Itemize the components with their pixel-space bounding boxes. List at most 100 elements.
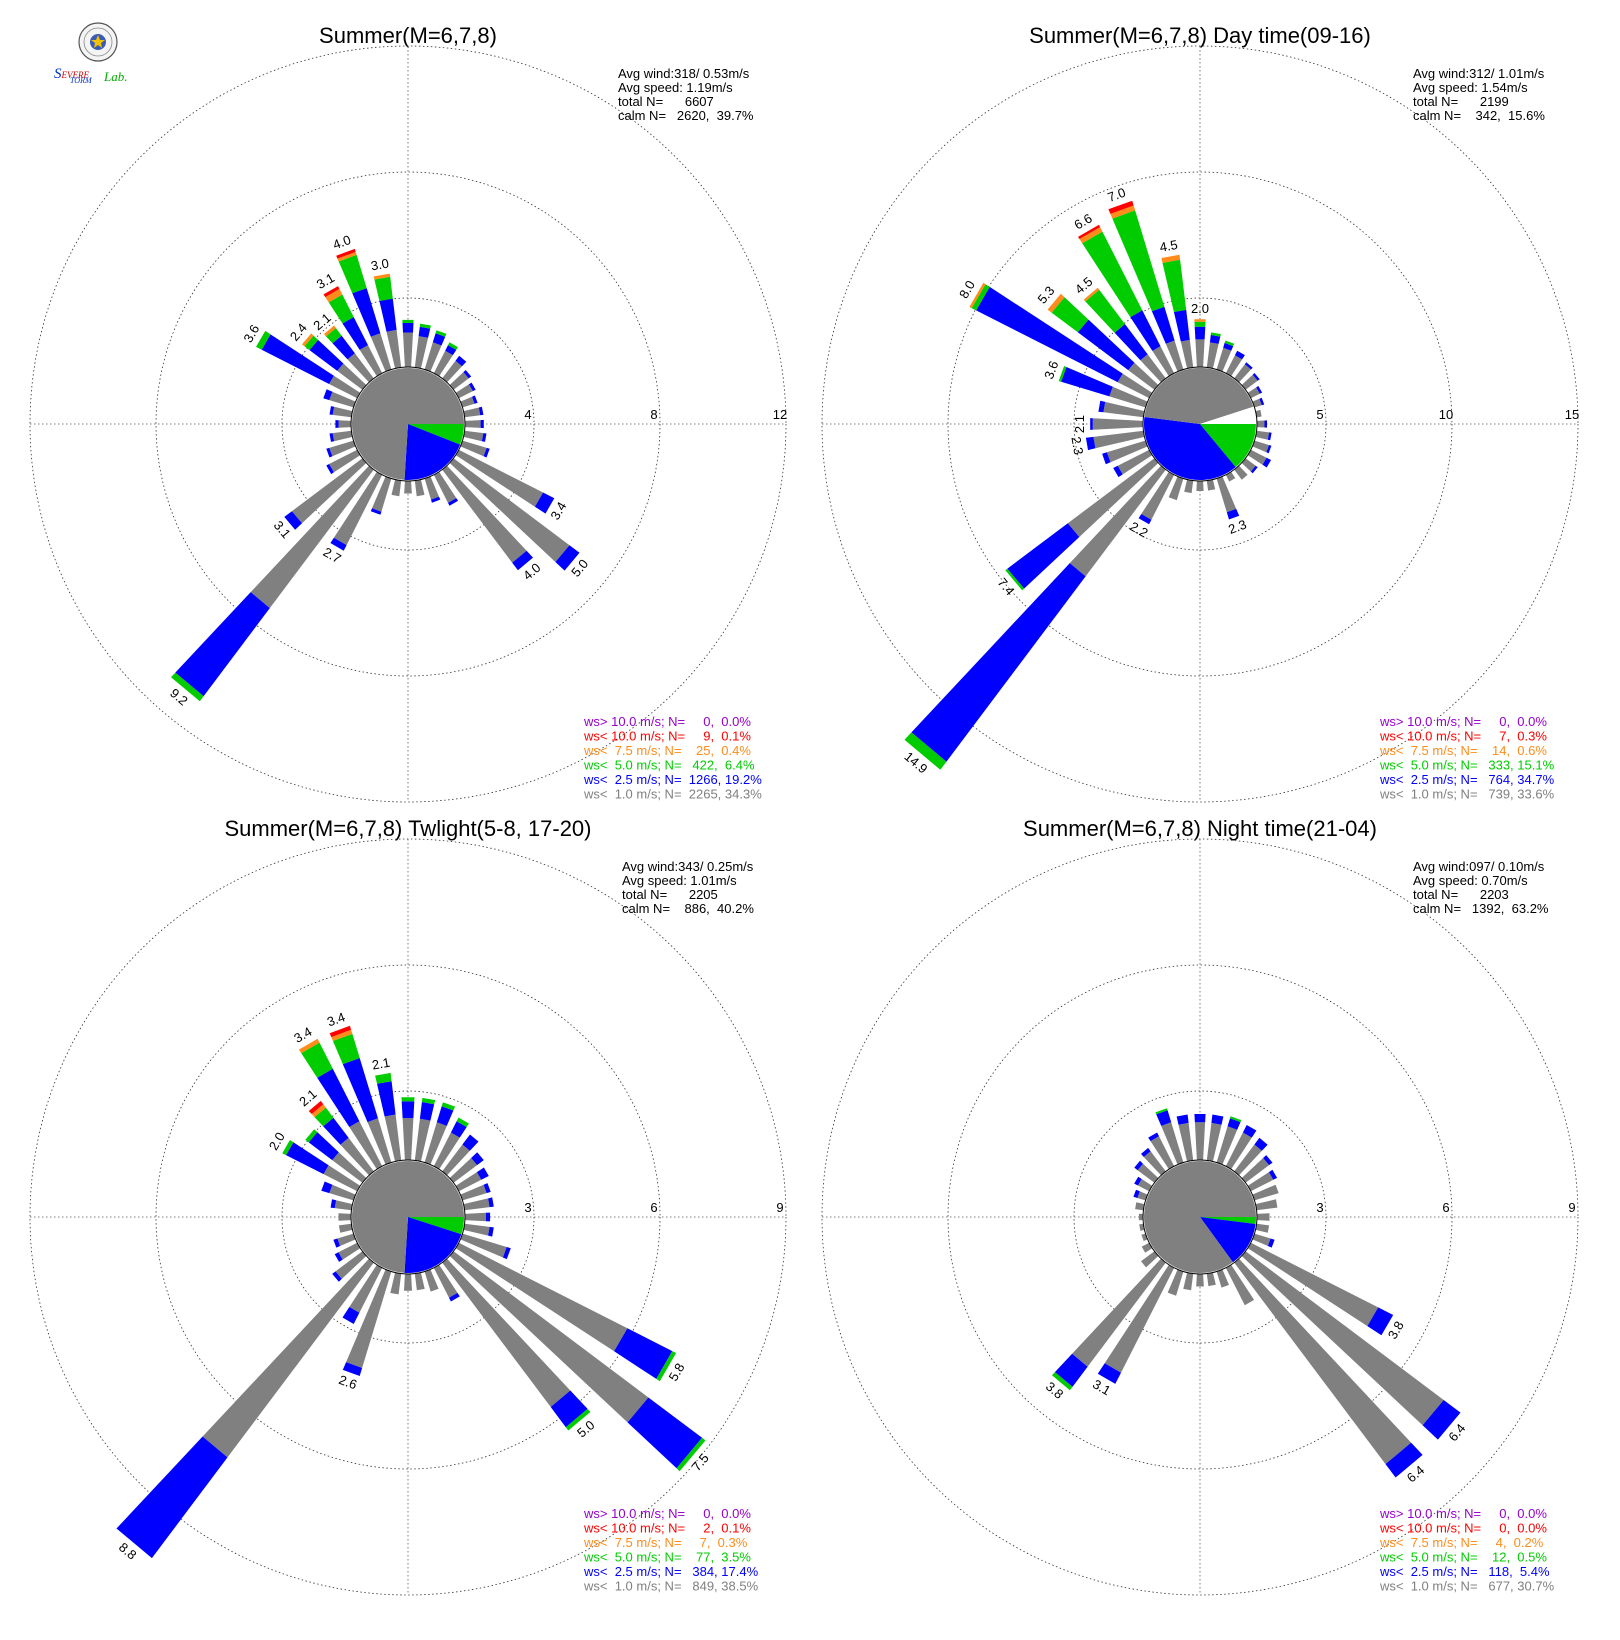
wind-bar-segment [1085, 436, 1096, 451]
wind-bar-segment [455, 449, 544, 507]
wind-bar-90 [1256, 1213, 1270, 1221]
wind-bar-segment [424, 1122, 447, 1165]
wind-bar-segment [1162, 259, 1187, 312]
wind-bar-segment [1216, 476, 1237, 513]
windrose-panel-1: Summer(M=6,7,8)4 8 123.45.04.02.79.23.13.6… [29, 23, 787, 803]
wind-bar-170 [1206, 479, 1216, 491]
wind-bar-260 [1085, 430, 1145, 451]
legend-entry: ws< 1.0 m/s; N= 739, 33.6% [1379, 787, 1555, 802]
svg-text:SEVERE: SEVERE [54, 66, 89, 82]
wind-bar-190 [390, 1272, 402, 1295]
wind-bar-segment [330, 537, 347, 551]
wind-bar-segment [304, 335, 319, 351]
wind-bar-segment [311, 1104, 326, 1118]
wind-bar-110 [1252, 1233, 1275, 1248]
calm-pie-blue [404, 424, 461, 481]
wind-bar-segment [460, 396, 475, 408]
wind-bar-segment [441, 1102, 456, 1111]
calm-pie-gray [1144, 367, 1254, 424]
bar-value-label: 2.3 [1068, 435, 1086, 455]
wind-bar-segment [481, 433, 487, 442]
bar-value-label: 4.0 [331, 232, 353, 252]
wind-bar-segment [349, 1121, 383, 1170]
wind-bar-50 [449, 1152, 484, 1183]
wind-bar-250 [333, 1233, 356, 1248]
wind-bar-80 [1255, 1199, 1278, 1211]
wind-bar-segment [401, 1097, 415, 1102]
wind-bar-segment [401, 1101, 415, 1119]
wind-bar-segment [332, 406, 353, 418]
range-ring [155, 964, 661, 1470]
legend-entry: ws< 1.0 m/s; N= 2265, 34.3% [583, 787, 762, 802]
panel-title: Summer(M=6,7,8) Twlight(5-8, 17-20) [224, 816, 591, 841]
wind-bar-segment [448, 342, 459, 350]
wind-bar-segment [1135, 1202, 1145, 1211]
stat-avg-speed: Avg speed: 1.54m/s [1413, 80, 1528, 95]
wind-bar-30 [433, 1117, 469, 1170]
wind-bar-segment [347, 353, 374, 383]
wind-bar-150 [1225, 1264, 1255, 1306]
wind-bar-segment [445, 345, 457, 356]
wind-bar-segment [1140, 354, 1166, 383]
calm-pie-green [1200, 1217, 1257, 1224]
wind-bar-segment [464, 420, 481, 428]
wind-bar-segment [250, 465, 374, 609]
wind-bar-130 [449, 1251, 706, 1472]
wind-bar-segment [367, 1118, 392, 1165]
bar-value-label: 8.0 [956, 278, 978, 301]
wind-bar-segment [333, 1238, 341, 1248]
wind-bar-segment [1148, 1132, 1159, 1142]
wind-bar-segment [1180, 339, 1194, 369]
wind-bar-160 [1216, 476, 1240, 520]
wind-bar-segment [332, 1271, 342, 1282]
wind-bar-330 [1148, 1132, 1175, 1170]
wind-bar-segment [404, 1273, 412, 1291]
wind-bar-segment [464, 1212, 486, 1222]
wind-bar-segment [372, 476, 392, 512]
wind-bar-segment [455, 355, 467, 367]
wind-bar-segment [455, 1242, 628, 1352]
wind-bar-segment [1367, 1307, 1394, 1336]
wind-bar-segment [286, 1142, 329, 1175]
wind-bar-segment [462, 1134, 479, 1151]
wind-bar-310 [1047, 293, 1159, 390]
range-ring [281, 297, 535, 551]
ring-tick-label: 6 [650, 1200, 657, 1215]
wind-bar-segment [1194, 319, 1206, 322]
wind-bar-segment [1268, 1169, 1278, 1180]
wind-bar-segment [1083, 287, 1100, 302]
wind-bar-segment [1247, 387, 1260, 399]
wind-bar-segment [370, 333, 392, 372]
wind-bar-segment [342, 1058, 378, 1123]
wind-bar-330 [1078, 224, 1175, 377]
wind-bar-segment [1194, 321, 1206, 327]
wind-bar-segment [512, 550, 533, 571]
wind-bar-segment [1252, 398, 1262, 408]
bar-value-label: 2.6 [337, 1372, 359, 1392]
wind-bar-segment [1244, 362, 1253, 370]
wind-bar-segment [1161, 1122, 1184, 1165]
wind-bar-segment [1242, 1125, 1257, 1138]
wind-bar-290 [321, 1181, 356, 1201]
wind-bar-segment [463, 430, 484, 442]
ring-tick-label: 3 [524, 1200, 531, 1215]
range-ring [155, 171, 661, 677]
wind-bar-segment [1252, 440, 1269, 453]
wind-bar-290 [1058, 366, 1148, 408]
wind-bar-segment [1112, 210, 1165, 312]
bar-value-label: 3.0 [370, 256, 390, 274]
wind-bar-segment [404, 480, 412, 494]
wind-bar-segment [550, 1390, 588, 1428]
legend-entry: ws< 5.0 m/s; N= 422, 6.4% [583, 758, 755, 773]
stat-total: total N= 2203 [1413, 887, 1509, 902]
wind-bar-segment [338, 1242, 361, 1260]
wind-bar-180 [404, 480, 412, 494]
calm-pie-green [408, 1217, 465, 1235]
wind-bar-segment [338, 1213, 352, 1221]
wind-bar-segment [329, 375, 361, 399]
wind-bar-segment [1206, 342, 1219, 369]
wind-bar-0 [401, 1097, 415, 1161]
wind-bar-segment [1079, 227, 1103, 244]
svg-text:TORM: TORM [70, 76, 93, 84]
wind-bar-segment [1128, 362, 1159, 390]
